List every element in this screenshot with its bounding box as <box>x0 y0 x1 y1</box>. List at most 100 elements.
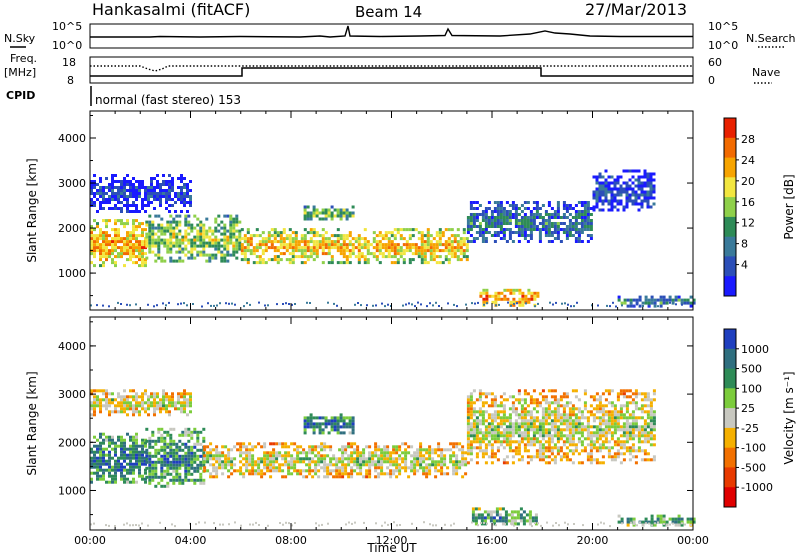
echo-cell <box>180 401 183 405</box>
echo-cell <box>372 252 376 256</box>
nsky-tick-bottom: 10^0 <box>52 39 82 52</box>
echo-cell <box>178 457 182 461</box>
echo-cell <box>577 228 581 231</box>
ground-cell <box>453 522 455 525</box>
echo-cell <box>498 513 502 517</box>
echo-cell <box>258 240 262 244</box>
echo-cell <box>172 229 176 233</box>
echo-cell <box>356 454 360 458</box>
echo-cell <box>290 472 294 476</box>
echo-cell <box>535 431 539 435</box>
echo-cell <box>90 237 93 241</box>
echo-cell <box>413 460 417 464</box>
echo-cell <box>440 469 444 473</box>
echo-cell <box>565 446 569 450</box>
echo-cell <box>235 217 239 221</box>
echo-cell <box>478 225 482 228</box>
echo-cell <box>637 175 641 179</box>
echo-cell <box>181 442 185 446</box>
echo-cell <box>531 516 535 520</box>
echo-cell <box>141 456 144 460</box>
echo-cell <box>166 223 170 227</box>
echo-cell <box>129 459 132 463</box>
echo-cell <box>296 460 300 464</box>
echo-cell <box>294 231 298 235</box>
echo-cell <box>553 455 557 459</box>
echo-cell <box>613 199 617 203</box>
echo-cell <box>248 442 252 446</box>
echo-cell <box>631 392 635 396</box>
echo-cell <box>333 422 337 426</box>
echo-cell <box>129 468 132 472</box>
echo-cell <box>461 457 465 461</box>
echo-cell <box>168 410 171 414</box>
echo-band <box>90 389 192 417</box>
echo-cell <box>432 243 436 247</box>
echo-cell <box>157 460 161 464</box>
echo-cell <box>172 226 176 230</box>
echo-cell <box>523 392 527 396</box>
echo-cell <box>505 213 509 216</box>
echo-cell <box>625 199 629 203</box>
echo-cell <box>105 407 108 411</box>
echo-cell <box>215 457 219 461</box>
echo-cell <box>190 451 194 455</box>
echo-cell <box>178 256 182 260</box>
echo-cell <box>282 231 286 235</box>
echo-cell <box>123 222 126 226</box>
echo-cell <box>297 240 301 244</box>
echo-cell <box>171 395 174 399</box>
echo-cell <box>517 392 521 396</box>
echo-cell <box>472 431 476 435</box>
ground-cell <box>147 524 149 527</box>
echo-cell <box>422 472 426 476</box>
echo-cell <box>607 431 611 435</box>
echo-cell <box>420 249 424 253</box>
echo-cell <box>145 232 149 236</box>
echo-cell <box>223 244 227 248</box>
echo-cell <box>652 416 656 420</box>
echo-cell <box>154 466 158 470</box>
echo-cell <box>601 431 605 435</box>
echo-cell <box>293 442 297 446</box>
echo-cell <box>243 246 247 250</box>
echo-cell <box>145 475 149 479</box>
echo-cell <box>610 205 614 209</box>
echo-cell <box>144 189 147 192</box>
echo-cell <box>309 211 313 215</box>
echo-cell <box>312 228 316 232</box>
echo-cell <box>487 231 491 234</box>
echo-cell <box>154 241 158 245</box>
echo-cell <box>443 460 447 464</box>
echo-cell <box>199 454 203 458</box>
echo-cell <box>309 419 313 423</box>
echo-cell <box>254 460 258 464</box>
echo-cell <box>342 211 346 215</box>
echo-cell <box>671 517 675 521</box>
echo-cell <box>508 449 512 453</box>
echo-cell <box>452 466 456 470</box>
echo-cell <box>90 477 93 481</box>
echo-cell <box>580 228 584 231</box>
echo-cell <box>288 228 292 232</box>
echo-cell <box>625 410 629 414</box>
echo-cell <box>169 259 173 263</box>
echo-cell <box>472 410 476 414</box>
echo-cell <box>692 301 696 305</box>
echo-cell <box>186 195 189 198</box>
echo-cell <box>517 443 521 447</box>
echo-cell <box>453 249 457 253</box>
echo-cell <box>619 407 623 411</box>
echo-cell <box>512 288 516 292</box>
echo-cell <box>160 232 164 236</box>
echo-cell <box>478 398 482 402</box>
echo-cell <box>184 478 188 482</box>
echo-cell <box>389 460 393 464</box>
echo-cell <box>390 249 394 253</box>
echo-cell <box>466 216 470 219</box>
echo-cell <box>383 454 387 458</box>
echo-cell <box>502 461 506 465</box>
echo-cell <box>626 520 630 524</box>
echo-cell <box>135 392 138 396</box>
echo-cell <box>404 448 408 452</box>
